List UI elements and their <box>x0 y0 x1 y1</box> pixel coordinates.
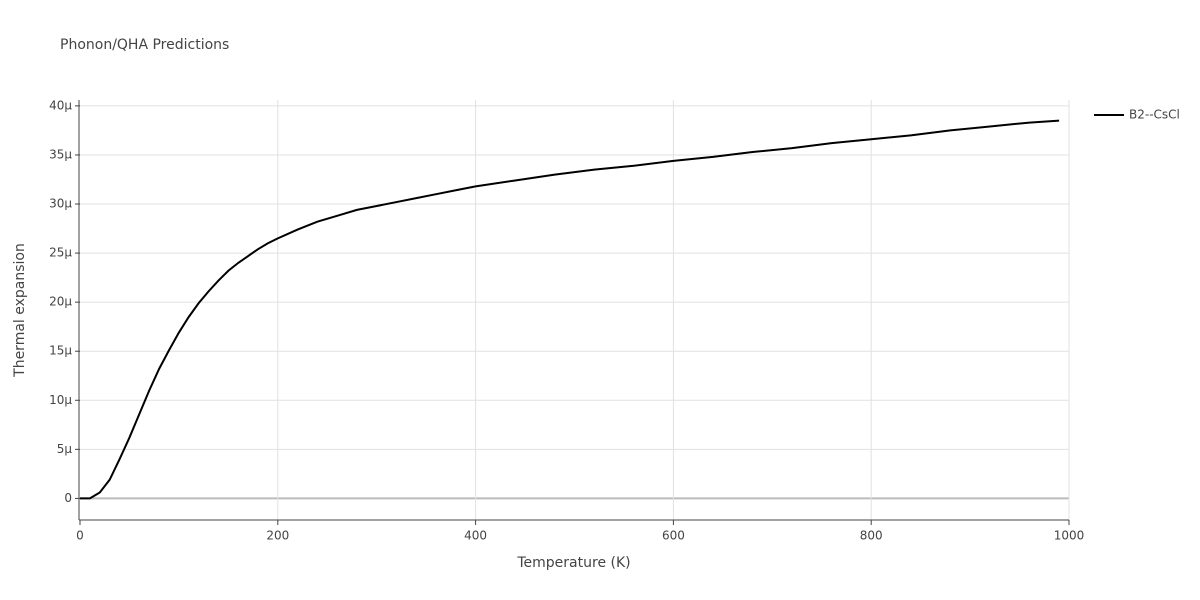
y-tick-label: 20μ <box>49 295 72 309</box>
x-tick-label: 0 <box>76 529 84 543</box>
y-tick-label: 10μ <box>49 393 72 407</box>
x-axis-label: Temperature (K) <box>516 555 630 571</box>
y-axis-label: Thermal expansion <box>12 243 28 378</box>
y-tick-label: 40μ <box>49 98 72 112</box>
x-tick-label: 200 <box>266 529 289 543</box>
data-line <box>80 119 1060 500</box>
y-tick-label: 25μ <box>49 246 72 260</box>
chart-title: Phonon/QHA Predictions <box>60 37 229 53</box>
x-tick-label: 800 <box>860 529 883 543</box>
y-tick-label: 5μ <box>57 442 73 456</box>
x-tick-label: 1000 <box>1054 529 1085 543</box>
y-tick-label: 30μ <box>49 197 72 211</box>
legend-label: B2--CsCl <box>1129 108 1180 122</box>
y-tick-label: 0 <box>64 491 72 505</box>
y-tick-label: 35μ <box>49 147 72 161</box>
y-tick-label: 15μ <box>49 344 72 358</box>
x-tick-label: 400 <box>464 529 487 543</box>
x-tick-label: 600 <box>662 529 685 543</box>
